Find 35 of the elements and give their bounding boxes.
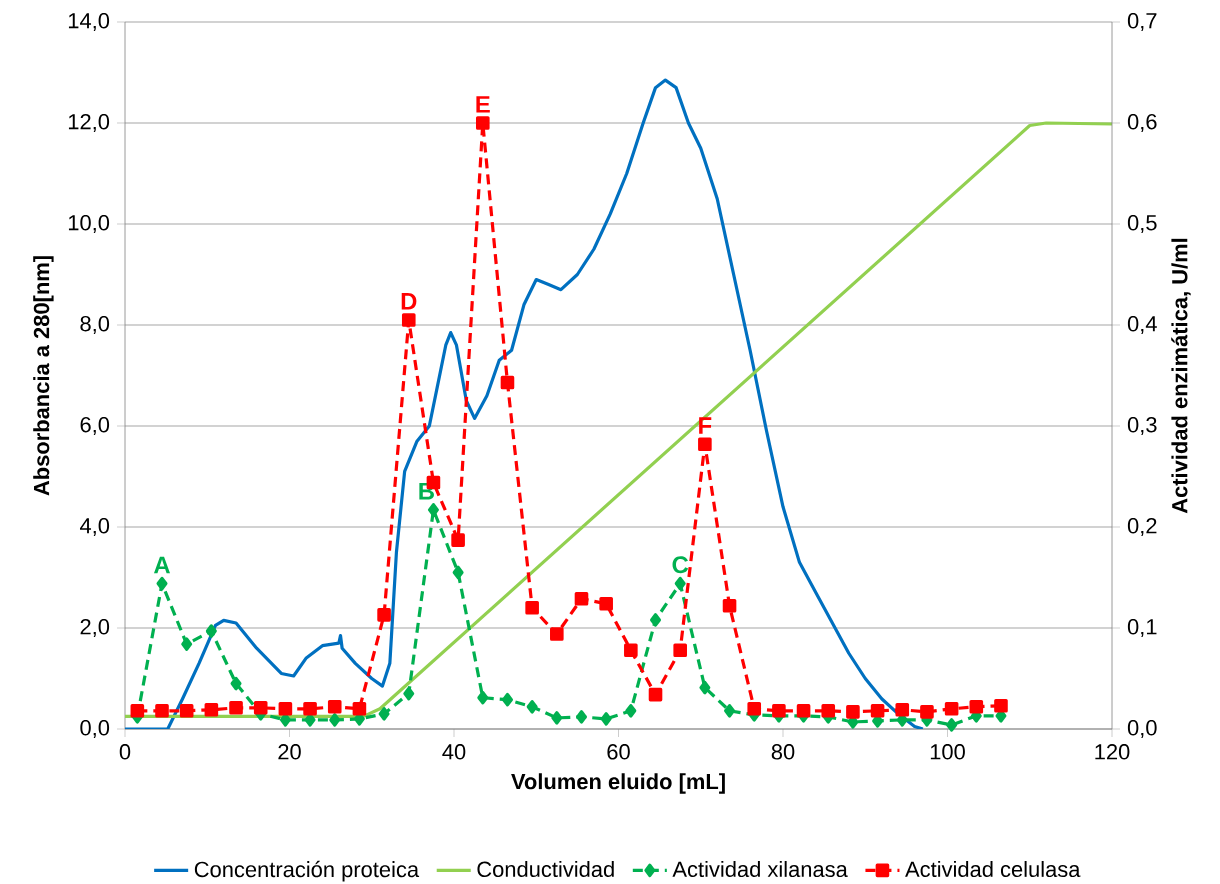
y-tick-label: 12,0	[68, 113, 110, 133]
annotation: E	[476, 96, 490, 113]
annotation: F	[699, 417, 712, 434]
y-tick-label: 6,0	[80, 416, 110, 436]
y2-tick-label: 0,2	[1127, 517, 1157, 537]
y-axis-title: Absorbancia a 280[nm]	[33, 256, 54, 496]
legend-label: Actividad xilanasa	[672, 860, 848, 878]
y-tick-label: 0,0	[80, 719, 110, 739]
y2-tick-label: 0,7	[1127, 12, 1157, 32]
legend-label: Conductividad	[477, 860, 614, 878]
y-tick-label: 8,0	[80, 315, 110, 335]
y-tick-label: 4,0	[79, 517, 110, 537]
x-tick-label: 0	[119, 744, 131, 760]
y2-tick-label: 0,5	[1127, 214, 1157, 234]
x-tick-label: 20	[278, 744, 301, 760]
x-tick-label: 100	[930, 744, 965, 760]
x-tick-label: 80	[771, 744, 795, 760]
annotation: A	[153, 556, 170, 574]
legend-label: Actividad celulasa	[905, 860, 1081, 878]
x-tick-label: 60	[607, 744, 630, 760]
y2-axis-title: Actividad enzimática, U/ml	[1171, 238, 1191, 514]
legend-label: Concentración proteica	[194, 860, 420, 882]
annotation: C	[672, 556, 689, 574]
y2-tick-label: 0,3	[1127, 416, 1157, 436]
y-tick-label: 14,0	[68, 12, 110, 32]
y2-tick-label: 0,0	[1127, 719, 1157, 739]
y2-tick-label: 0,6	[1127, 113, 1157, 133]
y2-tick-label: 0,4	[1127, 315, 1157, 335]
x-axis-title: Volumen eluido [mL]	[511, 773, 725, 794]
y-tick-label: 10,0	[68, 214, 110, 234]
y2-tick-label: 0,1	[1127, 618, 1157, 638]
annotation: D	[401, 293, 417, 310]
x-tick-label: 120	[1095, 744, 1130, 760]
y-tick-label: 2,0	[80, 618, 110, 638]
x-tick-label: 40	[442, 744, 466, 760]
